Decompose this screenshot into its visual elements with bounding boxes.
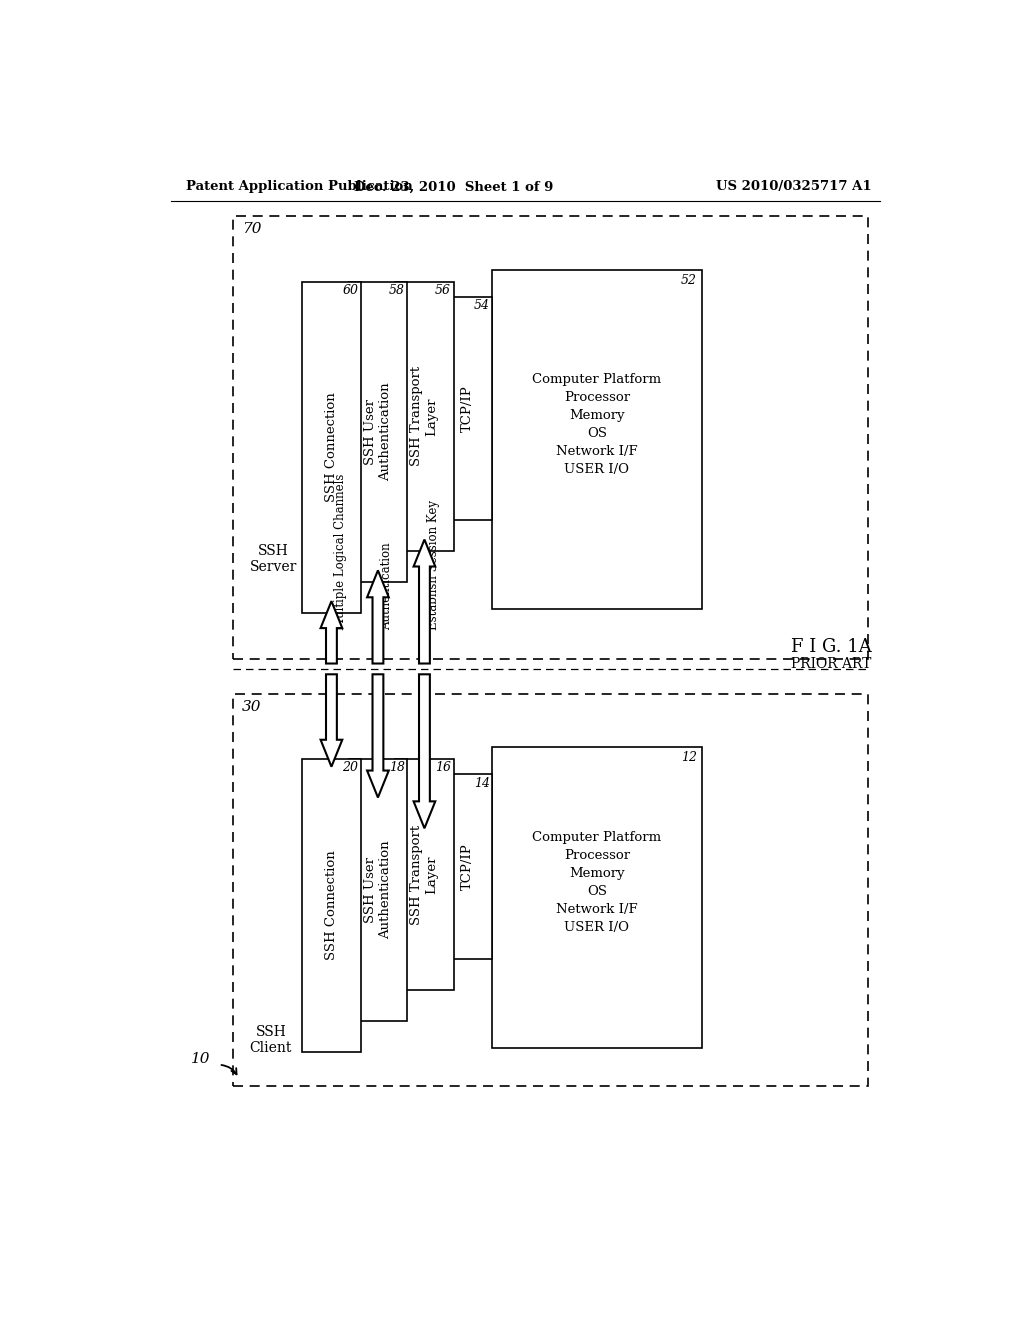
Text: 56: 56 xyxy=(435,284,452,297)
Text: Establish Session Key: Establish Session Key xyxy=(427,500,439,631)
Text: 20: 20 xyxy=(342,762,358,775)
Text: TCP/IP: TCP/IP xyxy=(461,843,473,890)
Bar xyxy=(349,281,407,582)
Text: US 2010/0325717 A1: US 2010/0325717 A1 xyxy=(717,181,872,194)
Text: SSH Connection: SSH Connection xyxy=(325,392,338,502)
Text: 18: 18 xyxy=(389,762,404,775)
Text: Authentication: Authentication xyxy=(380,543,393,631)
Text: TCP/IP: TCP/IP xyxy=(461,385,473,432)
Text: SSH User
Authentication: SSH User Authentication xyxy=(364,841,392,940)
Text: SSH User
Authentication: SSH User Authentication xyxy=(364,383,392,480)
Bar xyxy=(442,775,493,960)
Bar xyxy=(232,693,868,1086)
Text: PRIOR ART: PRIOR ART xyxy=(791,657,871,672)
Text: Patent Application Publication: Patent Application Publication xyxy=(186,181,413,194)
Text: SSH Transport
Layer: SSH Transport Layer xyxy=(411,825,438,924)
Text: 14: 14 xyxy=(474,776,489,789)
Bar xyxy=(442,297,493,520)
Text: 58: 58 xyxy=(389,284,404,297)
Bar xyxy=(395,759,454,990)
Text: SSH
Client: SSH Client xyxy=(250,1024,292,1055)
Text: F I G. 1A: F I G. 1A xyxy=(791,639,871,656)
Polygon shape xyxy=(414,675,435,829)
Text: 70: 70 xyxy=(242,222,261,236)
Text: 60: 60 xyxy=(342,284,358,297)
Bar xyxy=(232,216,868,659)
Text: 12: 12 xyxy=(681,751,697,764)
Polygon shape xyxy=(321,601,342,664)
Text: SSH Connection: SSH Connection xyxy=(325,850,338,960)
Text: 30: 30 xyxy=(242,700,261,714)
Polygon shape xyxy=(321,675,342,767)
Bar xyxy=(493,271,701,609)
Text: 16: 16 xyxy=(435,762,452,775)
Bar xyxy=(302,759,360,1052)
Text: Dec. 23, 2010  Sheet 1 of 9: Dec. 23, 2010 Sheet 1 of 9 xyxy=(354,181,553,194)
Polygon shape xyxy=(367,675,389,797)
Text: 10: 10 xyxy=(191,1052,211,1067)
Polygon shape xyxy=(414,540,435,664)
Bar xyxy=(395,281,454,552)
Bar xyxy=(349,759,407,1020)
Text: 52: 52 xyxy=(681,275,697,286)
Text: Computer Platform
Processor
Memory
OS
Network I/F
USER I/O: Computer Platform Processor Memory OS Ne… xyxy=(532,830,662,933)
Polygon shape xyxy=(367,570,389,664)
Text: SSH
Server: SSH Server xyxy=(250,544,297,574)
Bar xyxy=(302,281,360,612)
Bar xyxy=(493,747,701,1048)
Text: Multiple Logical Channels: Multiple Logical Channels xyxy=(334,474,347,631)
Text: SSH Transport
Layer: SSH Transport Layer xyxy=(411,366,438,466)
Text: Computer Platform
Processor
Memory
OS
Network I/F
USER I/O: Computer Platform Processor Memory OS Ne… xyxy=(532,372,662,475)
Text: 54: 54 xyxy=(474,300,489,313)
